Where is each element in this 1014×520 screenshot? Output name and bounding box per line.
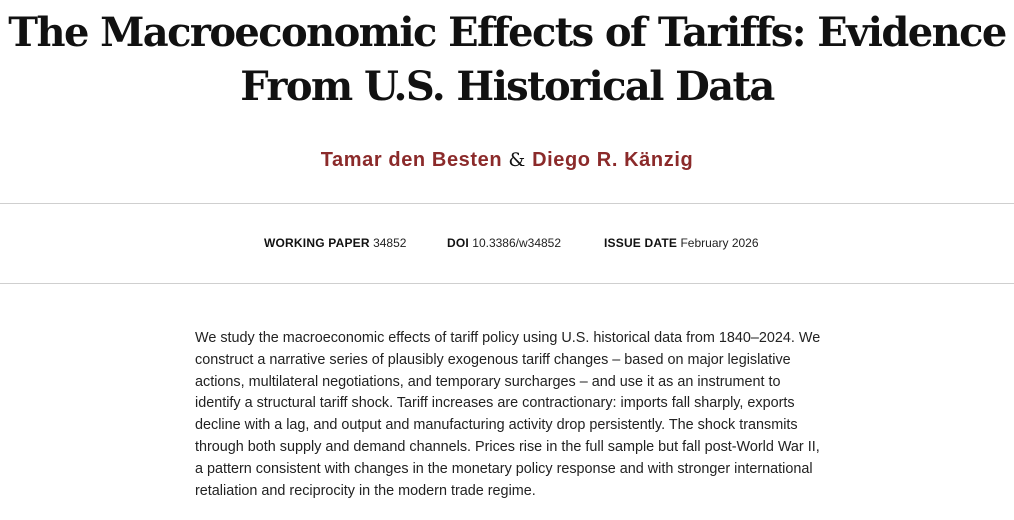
author-separator: & bbox=[508, 149, 526, 171]
issue-date-label: ISSUE DATE bbox=[604, 236, 678, 250]
issue-date: ISSUE DATE February 2026 bbox=[604, 234, 759, 252]
doi: DOI 10.3386/w34852 bbox=[447, 234, 561, 252]
issue-date-value: February 2026 bbox=[680, 236, 759, 250]
working-paper-label: WORKING PAPER bbox=[264, 236, 370, 250]
paper-title-line-1: The Macroeconomic Effects of Tariffs: Ev… bbox=[8, 9, 1007, 56]
working-paper-value: 34852 bbox=[373, 236, 407, 250]
author-list: Tamar den Besten & Diego R. Känzig bbox=[0, 146, 1014, 174]
abstract-text: We study the macroeconomic effects of ta… bbox=[195, 330, 821, 499]
paper-metadata: WORKING PAPER 34852 DOI 10.3386/w34852 I… bbox=[0, 234, 1014, 252]
divider-top bbox=[0, 203, 1014, 204]
author-link-diego-kanzig[interactable]: Diego R. Känzig bbox=[532, 149, 694, 171]
author-link-tamar-den-besten[interactable]: Tamar den Besten bbox=[320, 149, 503, 171]
paper-title-line-2: From U.S. Historical Data bbox=[240, 63, 775, 110]
doi-label: DOI bbox=[447, 236, 469, 250]
divider-bottom bbox=[0, 283, 1014, 284]
paper-title: The Macroeconomic Effects of Tariffs: Ev… bbox=[0, 6, 1014, 114]
working-paper-number: WORKING PAPER 34852 bbox=[264, 234, 406, 252]
doi-value: 10.3386/w34852 bbox=[472, 236, 562, 250]
